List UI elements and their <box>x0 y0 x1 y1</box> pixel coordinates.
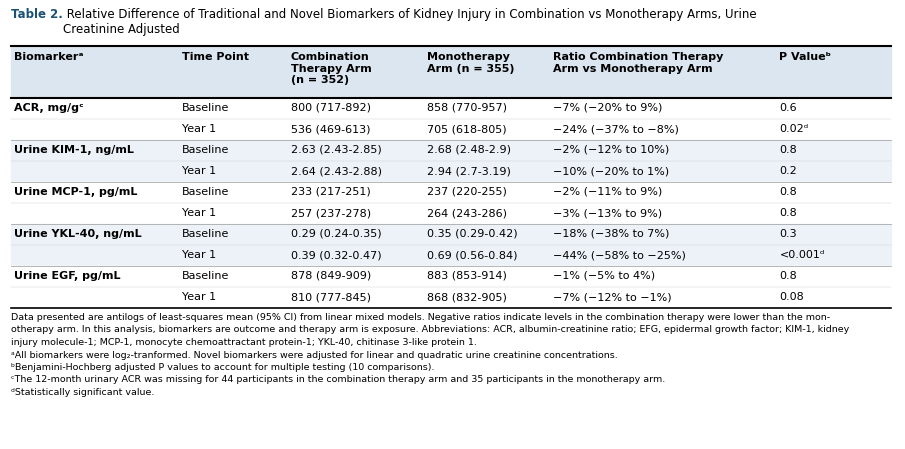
Text: 237 (220-255): 237 (220-255) <box>426 187 507 197</box>
Text: Urine KIM-1, ng/mL: Urine KIM-1, ng/mL <box>14 145 134 155</box>
Text: 0.29 (0.24-0.35): 0.29 (0.24-0.35) <box>291 229 381 239</box>
Text: Combination
Therapy Arm
(n = 352): Combination Therapy Arm (n = 352) <box>291 52 372 85</box>
Text: ᵈStatistically significant value.: ᵈStatistically significant value. <box>11 388 154 397</box>
Text: Ratio Combination Therapy
Arm vs Monotherapy Arm: Ratio Combination Therapy Arm vs Monothe… <box>553 52 724 74</box>
Text: 883 (853-914): 883 (853-914) <box>426 271 507 281</box>
Text: Table 2.: Table 2. <box>11 8 62 21</box>
Text: ᵃAll biomarkers were log₂-tranformed. Novel biomarkers were adjusted for linear : ᵃAll biomarkers were log₂-tranformed. No… <box>11 351 617 360</box>
Text: −3% (−13% to 9%): −3% (−13% to 9%) <box>553 208 662 218</box>
Bar <box>11 182 891 224</box>
Text: Year 1: Year 1 <box>182 292 216 302</box>
Text: −2% (−11% to 9%): −2% (−11% to 9%) <box>553 187 662 197</box>
Text: Baseline: Baseline <box>182 271 230 281</box>
Text: Year 1: Year 1 <box>182 208 216 218</box>
Text: 800 (717-892): 800 (717-892) <box>291 103 371 113</box>
Text: −7% (−20% to 9%): −7% (−20% to 9%) <box>553 103 662 113</box>
Text: 2.68 (2.48-2.9): 2.68 (2.48-2.9) <box>426 145 510 155</box>
Text: 0.8: 0.8 <box>779 271 797 281</box>
Bar <box>11 140 891 182</box>
Text: 0.69 (0.56-0.84): 0.69 (0.56-0.84) <box>426 250 517 260</box>
Text: Monotherapy
Arm (n = 355): Monotherapy Arm (n = 355) <box>426 52 514 74</box>
Bar <box>11 98 891 140</box>
Text: −44% (−58% to −25%): −44% (−58% to −25%) <box>553 250 686 260</box>
Text: 264 (243-286): 264 (243-286) <box>426 208 507 218</box>
Text: Data presented are antilogs of least-squares mean (95% CI) from linear mixed mod: Data presented are antilogs of least-squ… <box>11 313 830 322</box>
Text: Year 1: Year 1 <box>182 166 216 176</box>
Text: injury molecule-1; MCP-1, monocyte chemoattractant protein-1; YKL-40, chitinase : injury molecule-1; MCP-1, monocyte chemo… <box>11 338 477 347</box>
Bar <box>11 46 891 98</box>
Text: 0.8: 0.8 <box>779 145 797 155</box>
Text: 0.8: 0.8 <box>779 187 797 197</box>
Text: Urine YKL-40, ng/mL: Urine YKL-40, ng/mL <box>14 229 141 239</box>
Text: Biomarkerᵃ: Biomarkerᵃ <box>14 52 83 62</box>
Text: −1% (−5% to 4%): −1% (−5% to 4%) <box>553 271 655 281</box>
Bar <box>11 266 891 308</box>
Text: 2.64 (2.43-2.88): 2.64 (2.43-2.88) <box>291 166 382 176</box>
Text: −18% (−38% to 7%): −18% (−38% to 7%) <box>553 229 670 239</box>
Text: ACR, mg/gᶜ: ACR, mg/gᶜ <box>14 103 83 113</box>
Text: 868 (832-905): 868 (832-905) <box>426 292 507 302</box>
Text: Urine EGF, pg/mL: Urine EGF, pg/mL <box>14 271 120 281</box>
Text: 536 (469-613): 536 (469-613) <box>291 124 370 134</box>
Text: Baseline: Baseline <box>182 229 230 239</box>
Text: 0.02ᵈ: 0.02ᵈ <box>779 124 809 134</box>
Text: Baseline: Baseline <box>182 187 230 197</box>
Text: Urine MCP-1, pg/mL: Urine MCP-1, pg/mL <box>14 187 138 197</box>
Text: otherapy arm. In this analysis, biomarkers are outcome and therapy arm is exposu: otherapy arm. In this analysis, biomarke… <box>11 326 849 335</box>
Text: 0.2: 0.2 <box>779 166 797 176</box>
Text: <0.001ᵈ: <0.001ᵈ <box>779 250 824 260</box>
Text: 233 (217-251): 233 (217-251) <box>291 187 370 197</box>
Text: P Valueᵇ: P Valueᵇ <box>779 52 832 62</box>
Text: ᶜThe 12-month urinary ACR was missing for 44 participants in the combination the: ᶜThe 12-month urinary ACR was missing fo… <box>11 375 665 384</box>
Text: 0.3: 0.3 <box>779 229 797 239</box>
Text: Year 1: Year 1 <box>182 124 216 134</box>
Text: Baseline: Baseline <box>182 103 230 113</box>
Text: 858 (770-957): 858 (770-957) <box>426 103 507 113</box>
Text: −2% (−12% to 10%): −2% (−12% to 10%) <box>553 145 670 155</box>
Text: 257 (237-278): 257 (237-278) <box>291 208 371 218</box>
Text: Baseline: Baseline <box>182 145 230 155</box>
Text: ᵇBenjamini-Hochberg adjusted P values to account for multiple testing (10 compar: ᵇBenjamini-Hochberg adjusted P values to… <box>11 363 434 372</box>
Text: 0.35 (0.29-0.42): 0.35 (0.29-0.42) <box>426 229 517 239</box>
Text: 878 (849-909): 878 (849-909) <box>291 271 371 281</box>
Text: Time Point: Time Point <box>182 52 249 62</box>
Text: Year 1: Year 1 <box>182 250 216 260</box>
Text: Relative Difference of Traditional and Novel Biomarkers of Kidney Injury in Comb: Relative Difference of Traditional and N… <box>62 8 757 36</box>
Text: 0.39 (0.32-0.47): 0.39 (0.32-0.47) <box>291 250 381 260</box>
Text: −24% (−37% to −8%): −24% (−37% to −8%) <box>553 124 679 134</box>
Text: 0.8: 0.8 <box>779 208 797 218</box>
Text: −7% (−12% to −1%): −7% (−12% to −1%) <box>553 292 672 302</box>
Text: 2.63 (2.43-2.85): 2.63 (2.43-2.85) <box>291 145 382 155</box>
Text: 0.6: 0.6 <box>779 103 797 113</box>
Text: 705 (618-805): 705 (618-805) <box>426 124 506 134</box>
Text: 2.94 (2.7-3.19): 2.94 (2.7-3.19) <box>426 166 510 176</box>
Bar <box>11 224 891 266</box>
Text: −10% (−20% to 1%): −10% (−20% to 1%) <box>553 166 670 176</box>
Text: 0.08: 0.08 <box>779 292 805 302</box>
Text: 810 (777-845): 810 (777-845) <box>291 292 371 302</box>
